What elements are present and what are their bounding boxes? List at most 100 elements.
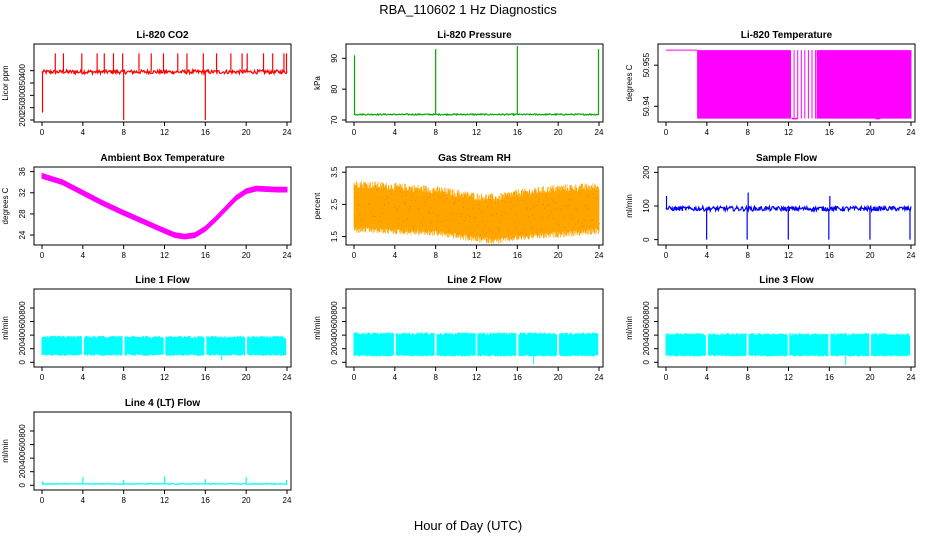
y-tick-label: 0 bbox=[642, 360, 651, 365]
x-tick-label: 20 bbox=[242, 251, 251, 260]
x-tick-label: 24 bbox=[595, 128, 604, 137]
y-axis-label: ml/min bbox=[1, 439, 10, 463]
x-tick-label: 4 bbox=[393, 373, 398, 382]
panel-title: Li-820 Pressure bbox=[437, 30, 512, 41]
y-tick-label: 400 bbox=[18, 328, 27, 342]
x-tick-label: 24 bbox=[283, 251, 292, 260]
y-tick-label: 600 bbox=[18, 437, 27, 451]
x-tick-label: 0 bbox=[40, 496, 45, 505]
x-tick-label: 12 bbox=[784, 373, 793, 382]
x-tick-label: 8 bbox=[121, 251, 126, 260]
y-tick-label: 600 bbox=[330, 314, 339, 328]
series-scatter-dots bbox=[354, 188, 600, 239]
x-tick-label: 24 bbox=[283, 496, 292, 505]
x-tick-label: 12 bbox=[160, 373, 169, 382]
figure-title: RBA_110602 1 Hz Diagnostics bbox=[379, 2, 557, 17]
x-tick-label: 8 bbox=[121, 373, 126, 382]
x-tick-label: 20 bbox=[242, 128, 251, 137]
x-tick-label: 8 bbox=[433, 373, 438, 382]
x-tick-label: 20 bbox=[866, 128, 875, 137]
panel-9: Line 4 (LT) Flow ml/min 0 4 8 12 16 20 24 0 200400… bbox=[1, 398, 292, 505]
y-tick-label: 800 bbox=[18, 301, 27, 315]
x-tick-label: 12 bbox=[160, 128, 169, 137]
panel-title: Line 1 Flow bbox=[135, 275, 190, 286]
x-tick-label: 12 bbox=[784, 251, 793, 260]
y-axis-label: ml/min bbox=[313, 316, 322, 340]
y-tick-label: 0 bbox=[642, 237, 651, 242]
y-axis-label: ml/min bbox=[1, 316, 10, 340]
y-tick-label: 0 bbox=[18, 360, 27, 365]
x-tick-label: 12 bbox=[784, 128, 793, 137]
y-tick-label: 400 bbox=[18, 63, 27, 77]
x-tick-label: 8 bbox=[433, 128, 438, 137]
panel-2: Li-820 Temperature degrees C 0 4 8 12 16 20 24 50… bbox=[625, 30, 916, 137]
x-tick-label: 12 bbox=[472, 373, 481, 382]
x-tick-label: 16 bbox=[825, 373, 834, 382]
y-tick-label: 200 bbox=[18, 341, 27, 355]
panel-title: Line 3 Flow bbox=[759, 275, 814, 286]
x-tick-label: 4 bbox=[705, 251, 710, 260]
x-tick-label: 0 bbox=[664, 373, 669, 382]
x-tick-label: 20 bbox=[242, 496, 251, 505]
y-tick-label: 0 bbox=[330, 360, 339, 365]
x-tick-label: 24 bbox=[595, 251, 604, 260]
x-tick-label: 16 bbox=[201, 128, 210, 137]
panel-3: Ambient Box Temperature degrees C 0 4 8 12 16 2… bbox=[1, 153, 292, 260]
x-tick-label: 12 bbox=[160, 251, 169, 260]
x-tick-label: 20 bbox=[866, 251, 875, 260]
y-axis-label: ml/min bbox=[625, 316, 634, 340]
series-band bbox=[41, 172, 288, 240]
y-axis-label: degrees C bbox=[1, 187, 10, 224]
x-tick-label: 4 bbox=[81, 373, 86, 382]
plot-frame bbox=[657, 166, 916, 246]
x-tick-label: 12 bbox=[160, 496, 169, 505]
panel-title: Li-820 Temperature bbox=[741, 30, 833, 41]
x-tick-label: 4 bbox=[705, 373, 710, 382]
dense-switch-band bbox=[816, 50, 912, 119]
panel-5: Sample Flow ml/min 0 4 8 12 16 20 24 0 100 200 bbox=[625, 153, 916, 260]
x-tick-label: 0 bbox=[352, 251, 357, 260]
x-tick-label: 0 bbox=[40, 251, 45, 260]
x-tick-label: 16 bbox=[201, 496, 210, 505]
y-tick-label: 70 bbox=[330, 115, 339, 124]
panel-8: Line 3 Flow ml/min 0 4 8 12 16 20 24 0 20040060080… bbox=[625, 275, 916, 382]
y-tick-label: 400 bbox=[18, 451, 27, 465]
panel-7: Line 2 Flow ml/min 0 4 8 12 16 20 24 0 20040060080… bbox=[313, 275, 604, 382]
x-tick-label: 4 bbox=[81, 496, 86, 505]
x-tick-label: 8 bbox=[121, 128, 126, 137]
y-axis-label: degrees C bbox=[625, 64, 634, 101]
x-tick-label: 16 bbox=[513, 251, 522, 260]
x-tick-label: 16 bbox=[825, 251, 834, 260]
y-tick-label: 600 bbox=[18, 314, 27, 328]
x-tick-label: 20 bbox=[554, 251, 563, 260]
y-tick-label: 50.955 bbox=[642, 52, 651, 77]
plot-frame bbox=[345, 288, 604, 368]
x-tick-label: 24 bbox=[595, 373, 604, 382]
x-tick-label: 16 bbox=[513, 128, 522, 137]
x-tick-label: 20 bbox=[242, 373, 251, 382]
x-tick-label: 24 bbox=[907, 251, 916, 260]
y-tick-label: 200 bbox=[642, 341, 651, 355]
y-tick-label: 400 bbox=[642, 328, 651, 342]
plot-frame bbox=[345, 166, 604, 246]
panel-4: Gas Stream RH percent 0 4 8 12 16 20 24 1.5 2.5 3.5 bbox=[313, 153, 604, 260]
x-tick-label: 8 bbox=[745, 128, 750, 137]
x-tick-label: 4 bbox=[705, 128, 710, 137]
panel-title: Line 2 Flow bbox=[447, 275, 502, 286]
series-band bbox=[353, 332, 599, 357]
y-tick-label: 24 bbox=[18, 230, 27, 239]
panel-title: Sample Flow bbox=[756, 153, 817, 164]
panel-title: Li-820 CO2 bbox=[136, 30, 189, 41]
y-axis-label: kPa bbox=[313, 76, 322, 90]
plot-frame bbox=[33, 411, 292, 491]
x-tick-label: 24 bbox=[283, 128, 292, 137]
plot-frame bbox=[657, 288, 916, 368]
series-band bbox=[665, 333, 911, 357]
y-tick-label: 400 bbox=[330, 328, 339, 342]
y-tick-label: 28 bbox=[18, 209, 27, 218]
y-tick-label: 300 bbox=[18, 88, 27, 102]
plot-frame bbox=[33, 288, 292, 368]
y-tick-label: 200 bbox=[330, 341, 339, 355]
x-tick-label: 8 bbox=[121, 496, 126, 505]
panel-1: Li-820 Pressure kPa 0 4 8 12 16 20 24 70 80 90 bbox=[313, 30, 604, 137]
